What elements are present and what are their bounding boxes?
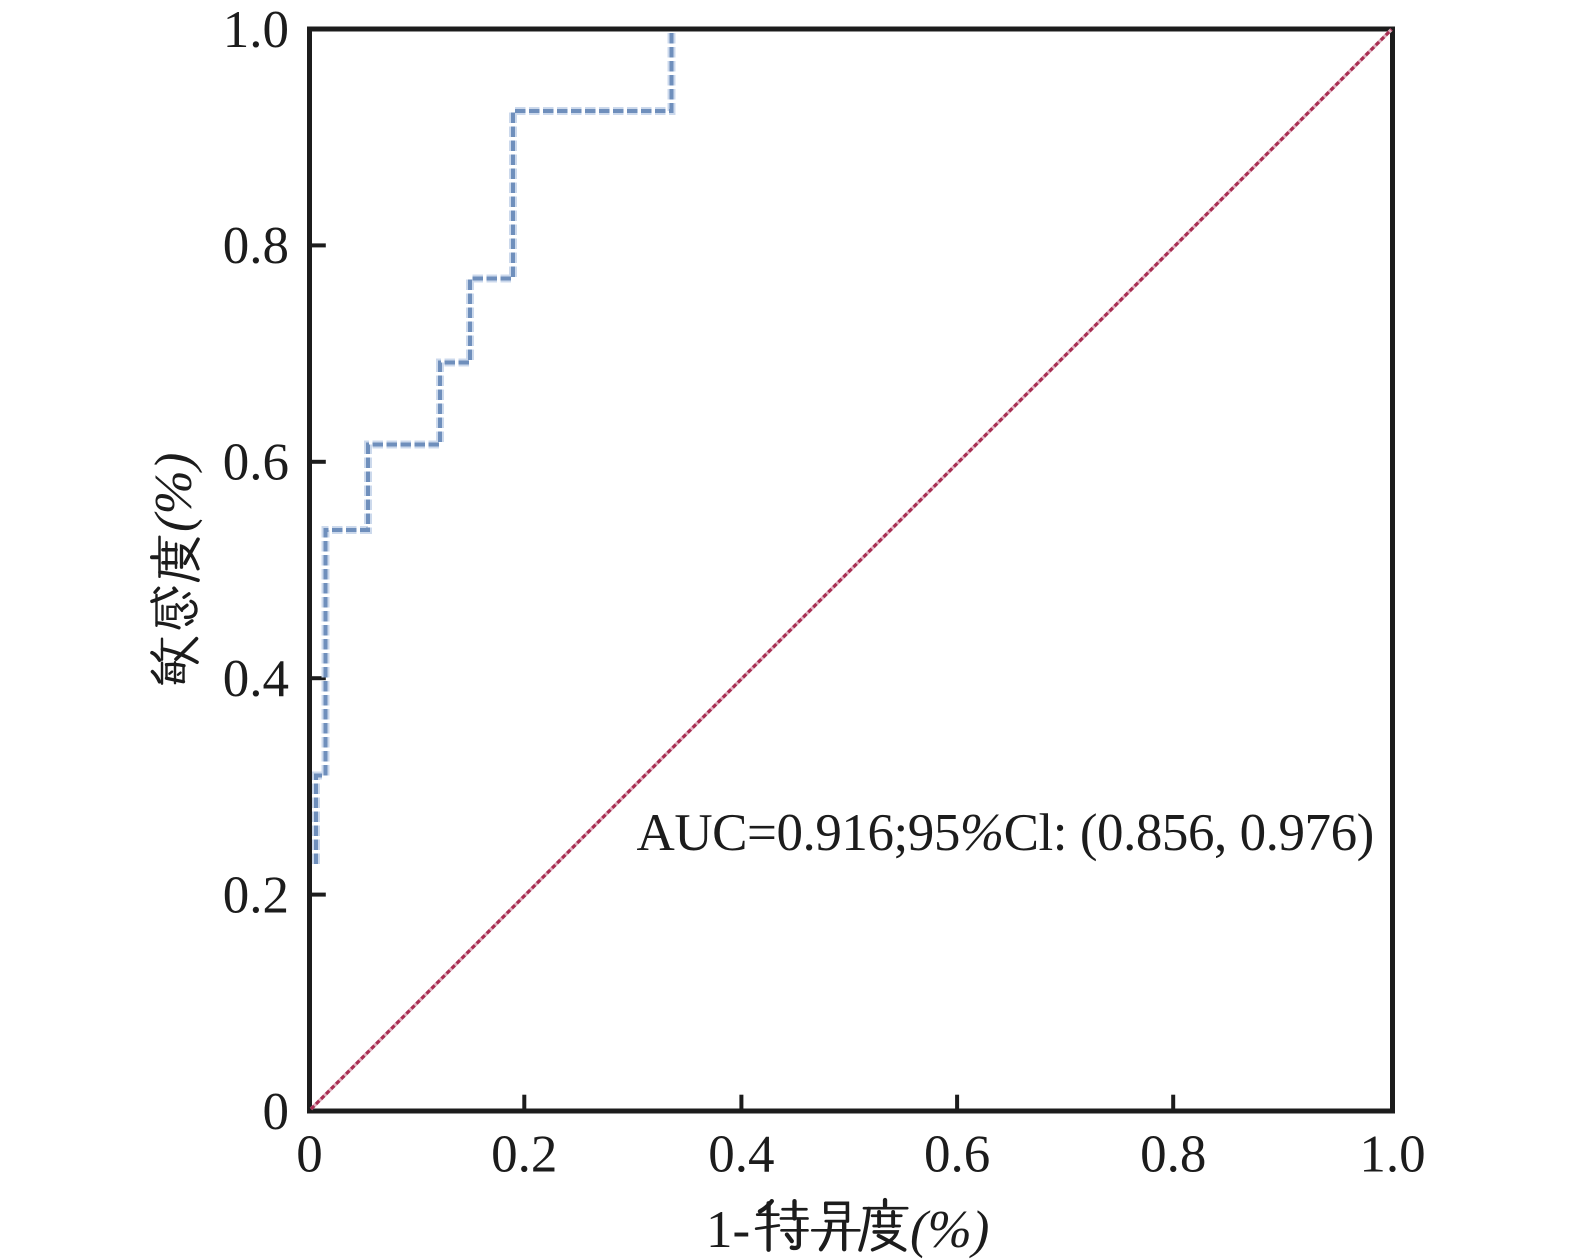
- svg-text:0: 0: [296, 1126, 323, 1184]
- svg-text:1.0: 1.0: [1359, 1126, 1425, 1184]
- svg-text:0.2: 0.2: [491, 1126, 557, 1184]
- svg-text:0.6: 0.6: [223, 434, 289, 492]
- svg-text:1.0: 1.0: [223, 1, 289, 59]
- svg-text:1-: 1-: [706, 1201, 750, 1259]
- svg-text:AUC=0.916;95%Cl: (0.856, 0.976: AUC=0.916;95%Cl: (0.856, 0.976): [637, 804, 1374, 862]
- svg-text:0.4: 0.4: [223, 650, 289, 708]
- svg-text:(%): (%): [145, 453, 203, 532]
- svg-text:0.4: 0.4: [708, 1126, 774, 1184]
- svg-text:0.8: 0.8: [1140, 1126, 1206, 1184]
- svg-text:0.2: 0.2: [223, 866, 289, 924]
- svg-text:0: 0: [263, 1083, 290, 1141]
- svg-text:0.6: 0.6: [924, 1126, 990, 1184]
- svg-text:0.8: 0.8: [223, 217, 289, 275]
- svg-text:(%): (%): [910, 1201, 989, 1259]
